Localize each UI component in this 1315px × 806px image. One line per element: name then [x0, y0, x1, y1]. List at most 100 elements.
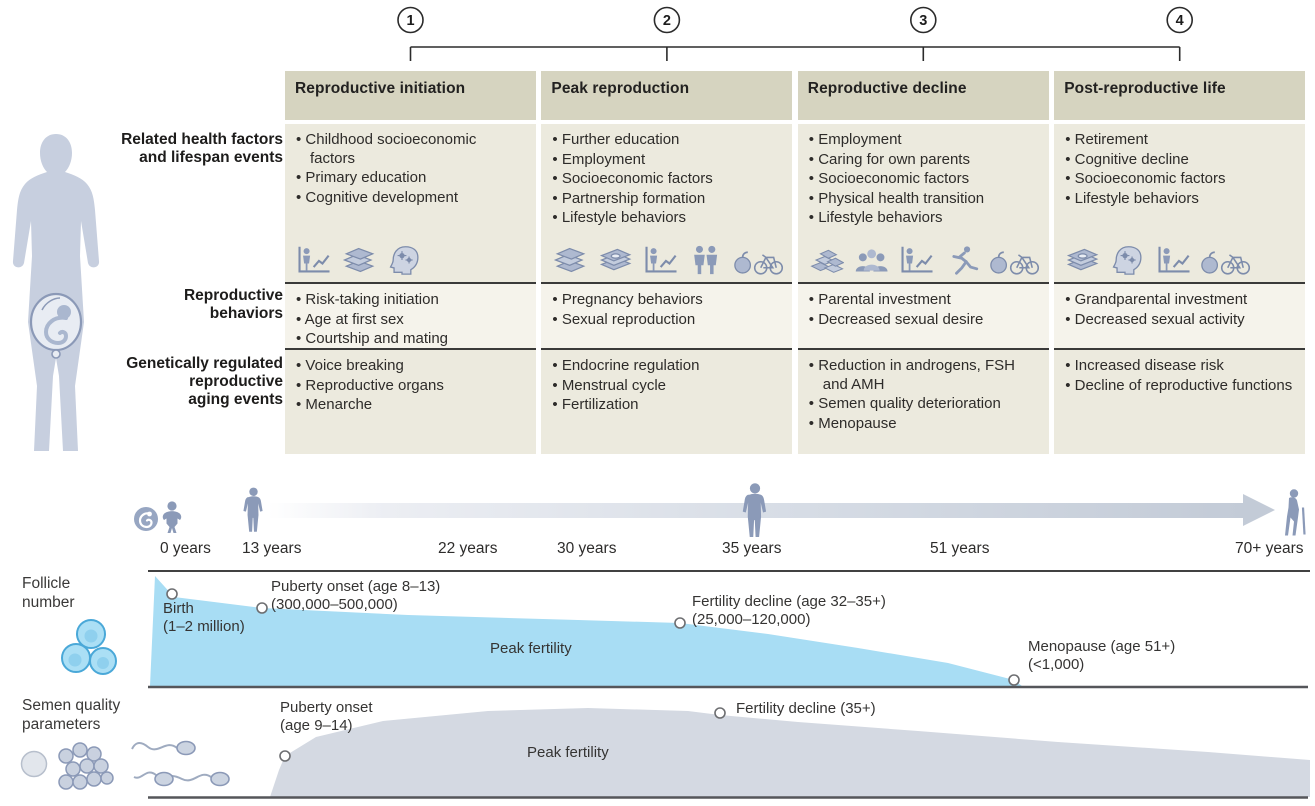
adult-icon	[742, 483, 767, 537]
bullet-item: Caring for own parents	[809, 151, 1038, 170]
health-factors-cell: EmploymentCaring for own parentsSocioeco…	[797, 124, 1049, 282]
anno-follicle-puberty: Puberty onset (age 8–13) (300,000–500,00…	[271, 578, 441, 614]
runner-icon	[945, 245, 980, 275]
chart-person-icon	[643, 245, 678, 275]
genetic-events-list: Reduction in androgens, FSH and AMHSemen…	[809, 357, 1038, 433]
anno-follicle-decline: Fertility decline (age 32–35+) (25,000–1…	[692, 593, 886, 629]
phase-bracket: 1 2 3 4	[397, 6, 1193, 61]
age-label-0: 0 years	[160, 540, 211, 557]
head-gears-icon	[387, 245, 422, 275]
bullet-item: Employment	[552, 151, 781, 170]
genetic-events-list: Endocrine regulationMenstrual cycleFerti…	[552, 357, 781, 415]
bullet-item: Endocrine regulation	[552, 357, 781, 376]
lifespan-arrowhead	[1243, 494, 1275, 526]
phase-column-title: Reproductive initiation	[285, 71, 536, 120]
egg-cell-icon	[20, 750, 48, 778]
phase-number-3: 3	[919, 13, 927, 29]
bullet-item: Employment	[809, 131, 1038, 150]
follicle-cells-icon	[61, 619, 117, 675]
behaviors-list: Pregnancy behaviorsSexual reproduction	[552, 291, 781, 329]
marker-follicle-puberty	[256, 602, 268, 614]
behaviors-cell: Risk-taking initiationAge at first sexCo…	[285, 282, 536, 350]
bullet-item: Menopause	[809, 415, 1038, 434]
genetic-events-list: Increased disease riskDecline of reprodu…	[1065, 357, 1294, 395]
anno-menopause: Menopause (age 51+) (<1,000)	[1028, 638, 1176, 674]
bullet-item: Lifestyle behaviors	[809, 209, 1038, 228]
health-icons-row	[809, 245, 1040, 275]
follicle-chart	[148, 570, 1310, 689]
anno-birth: Birth (1–2 million)	[163, 600, 245, 636]
baby-icon	[162, 501, 182, 533]
behaviors-list: Parental investmentDecreased sexual desi…	[809, 291, 1038, 329]
adolescent-icon	[243, 487, 263, 532]
marker-birth	[166, 588, 178, 600]
bullet-item: Courtship and mating	[296, 330, 525, 349]
bullet-item: Cognitive decline	[1065, 151, 1294, 170]
phase-column-4: Post-reproductive life RetirementCogniti…	[1054, 71, 1306, 454]
health-factors-cell: Further educationEmploymentSocioeconomic…	[541, 124, 793, 282]
phase-column-cells: EmploymentCaring for own parentsSocioeco…	[797, 124, 1049, 454]
semen-chart	[148, 707, 1310, 799]
bullet-item: Sexual reproduction	[552, 311, 781, 330]
chart-person-icon	[1156, 245, 1191, 275]
anno-semen-decline: Fertility decline (35+)	[736, 700, 876, 717]
chart-person-icon	[899, 245, 934, 275]
apple-bicycle-icon	[990, 245, 1040, 275]
bullet-item: Semen quality deterioration	[809, 395, 1038, 414]
health-factors-list: RetirementCognitive declineSocioeconomic…	[1065, 131, 1294, 208]
bullet-item: Socioeconomic factors	[809, 170, 1038, 189]
head-gears-icon	[1110, 245, 1145, 275]
couple-icon	[688, 245, 723, 275]
phase-number-4: 4	[1176, 13, 1184, 29]
behaviors-cell: Grandparental investmentDecreased sexual…	[1054, 282, 1306, 350]
semen-section-label: Semen quality parameters	[22, 697, 121, 733]
bullet-item: Socioeconomic factors	[1065, 170, 1294, 189]
genetic-events-list: Voice breakingReproductive organsMenarch…	[296, 357, 525, 415]
behaviors-list: Risk-taking initiationAge at first sexCo…	[296, 291, 525, 349]
genetic-events-cell: Increased disease riskDecline of reprodu…	[1054, 350, 1306, 454]
phase-column-title: Post-reproductive life	[1054, 71, 1306, 120]
health-factors-cell: Childhood socioeconomic factorsPrimary e…	[285, 124, 536, 282]
bullet-item: Cognitive development	[296, 189, 525, 208]
bullet-item: Childhood socioeconomic factors	[296, 131, 525, 168]
phase-column-cells: Childhood socioeconomic factorsPrimary e…	[285, 124, 536, 454]
bullet-item: Grandparental investment	[1065, 291, 1294, 310]
apple-bicycle-icon	[733, 245, 784, 275]
behaviors-cell: Pregnancy behaviorsSexual reproduction	[541, 282, 793, 350]
phase-column-title: Reproductive decline	[797, 71, 1049, 120]
bullet-item: Reproductive organs	[296, 377, 525, 396]
phase-number-2: 2	[663, 13, 671, 29]
genetic-events-cell: Endocrine regulationMenstrual cycleFerti…	[541, 350, 793, 454]
phase-column-title: Peak reproduction	[541, 71, 793, 120]
health-icons-row	[1065, 245, 1251, 275]
bullet-item: Voice breaking	[296, 357, 525, 376]
genetic-events-cell: Reduction in androgens, FSH and AMHSemen…	[797, 350, 1049, 454]
health-factors-list: EmploymentCaring for own parentsSocioeco…	[809, 131, 1038, 228]
phase-columns: Reproductive initiation Childhood socioe…	[0, 0, 1315, 470]
books-icon	[552, 245, 587, 275]
elderly-icon	[1285, 489, 1306, 536]
bullet-item: Pregnancy behaviors	[552, 291, 781, 310]
bullet-item: Partnership formation	[552, 190, 781, 209]
row-label-behaviors: Reproductive behaviors	[183, 287, 283, 323]
follicle-section-label: Follicle number	[22, 575, 75, 611]
bullet-item: Decreased sexual desire	[809, 311, 1038, 330]
row-label-genetic-events: Genetically regulated reproductive aging…	[126, 355, 283, 409]
body-silhouette	[12, 134, 100, 451]
bullet-item: Increased disease risk	[1065, 357, 1294, 376]
phase-column-2: Peak reproduction Further educationEmplo…	[541, 71, 793, 454]
money-icon	[1065, 245, 1100, 275]
phase-column-cells: Further educationEmploymentSocioeconomic…	[541, 124, 793, 454]
bullet-item: Socioeconomic factors	[552, 170, 781, 189]
sperm-icon	[131, 740, 230, 787]
follicle-area	[150, 576, 1022, 686]
fetus-in-womb-icon	[29, 292, 83, 359]
health-factors-list: Further educationEmploymentSocioeconomic…	[552, 131, 781, 228]
health-icons-row	[296, 245, 422, 275]
bullet-item: Primary education	[296, 169, 525, 188]
bullet-item: Menarche	[296, 396, 525, 415]
bullet-item: Reduction in androgens, FSH and AMH	[809, 357, 1038, 394]
bullet-item: Decreased sexual activity	[1065, 311, 1294, 330]
bullet-item: Retirement	[1065, 131, 1294, 150]
